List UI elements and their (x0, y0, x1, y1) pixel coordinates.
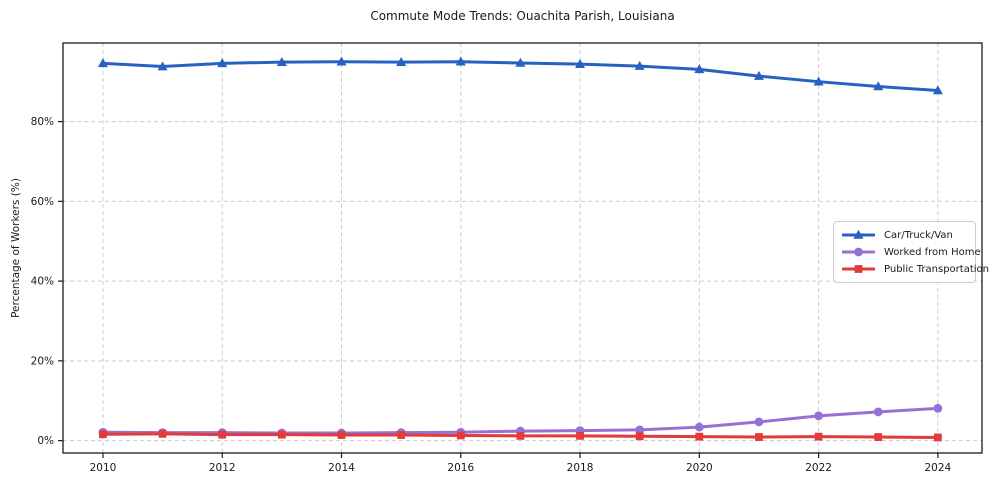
data-point-car-truck-van (932, 85, 943, 95)
x-tick-label: 2012 (209, 462, 236, 474)
y-tick-label: 20% (31, 355, 54, 367)
data-point-public-transportation (814, 432, 823, 441)
legend-item-worked-from-home: Worked from Home (842, 244, 981, 260)
data-point-worked-from-home (635, 425, 645, 435)
data-point-public-transportation (99, 430, 107, 439)
legend-label: Public Transportation (884, 263, 989, 275)
data-point-car-truck-van (396, 56, 407, 66)
data-point-public-transportation (218, 430, 227, 439)
axes-spines (62, 42, 983, 454)
data-point-public-transportation (695, 432, 704, 441)
legend-label: Car/Truck/Van (884, 229, 953, 241)
data-point-worked-from-home (814, 411, 823, 421)
data-point-worked-from-home (933, 403, 943, 413)
data-point-worked-from-home (754, 417, 764, 427)
y-tick-label: 0% (37, 435, 54, 447)
data-point-car-truck-van (634, 60, 645, 70)
data-point-public-transportation (755, 433, 763, 441)
data-point-public-transportation (456, 431, 465, 440)
legend-item-car-truck-van: Car/Truck/Van (842, 227, 967, 243)
data-point-car-truck-van (276, 56, 287, 66)
data-point-worked-from-home (694, 422, 704, 432)
data-point-car-truck-van (694, 64, 705, 74)
legend-marker-sample (854, 265, 863, 273)
data-point-car-truck-van (575, 58, 586, 68)
data-point-car-truck-van (813, 76, 824, 86)
y-tick-label: 80% (31, 116, 54, 128)
data-point-public-transportation (874, 433, 883, 441)
x-tick-label: 2020 (686, 462, 713, 474)
data-point-public-transportation (397, 431, 406, 439)
data-point-public-transportation (158, 429, 167, 438)
legend-item-public-transportation: Public Transportation (842, 261, 989, 277)
legend-marker-sample (853, 229, 864, 239)
x-tick-label: 2014 (328, 462, 355, 474)
data-point-public-transportation (635, 432, 644, 441)
data-point-car-truck-van (873, 81, 884, 91)
legend-marker-sample (854, 247, 863, 257)
data-point-car-truck-van (753, 70, 764, 80)
y-tick-label: 60% (31, 196, 54, 208)
data-point-car-truck-van (455, 56, 466, 66)
legend-square-marker-icon (842, 265, 875, 273)
legend-circle-marker-icon (842, 247, 875, 257)
chart-title: Commute Mode Trends: Ouachita Parish, Lo… (370, 9, 675, 23)
x-tick-label: 2024 (925, 462, 952, 474)
x-tick-label: 2022 (805, 462, 832, 474)
x-tick-label: 2018 (567, 462, 594, 474)
data-point-public-transportation (277, 430, 286, 439)
y-tick-label: 40% (31, 276, 54, 288)
data-point-car-truck-van (515, 57, 526, 67)
data-point-car-truck-van (217, 58, 228, 68)
legend-label: Worked from Home (884, 246, 981, 258)
data-point-car-truck-van (157, 61, 168, 71)
data-point-public-transportation (337, 431, 346, 439)
x-tick-label: 2016 (447, 462, 474, 474)
data-point-car-truck-van (97, 58, 108, 68)
legend-triangle-marker-icon (842, 229, 875, 239)
data-point-public-transportation (516, 431, 525, 440)
data-point-worked-from-home (873, 407, 883, 417)
x-tick-label: 2010 (90, 462, 117, 474)
data-point-public-transportation (933, 433, 942, 442)
data-point-public-transportation (576, 431, 584, 440)
legend: Car/Truck/Van Worked from Home Public Tr… (833, 221, 989, 283)
data-point-car-truck-van (336, 56, 347, 66)
